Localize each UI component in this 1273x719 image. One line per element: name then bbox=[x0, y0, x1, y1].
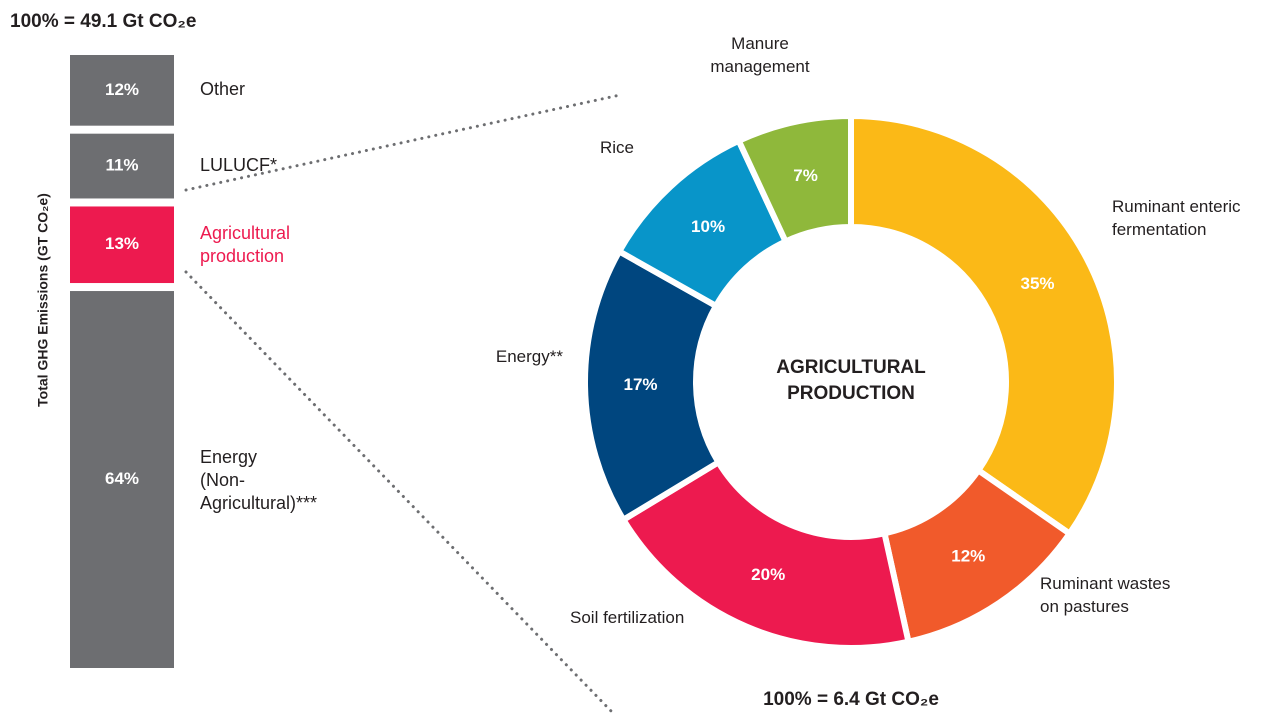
data-label: 11% bbox=[105, 156, 138, 175]
pie-title: 100% = 6.4 Gt CO₂e bbox=[763, 689, 939, 710]
data-label: 12% bbox=[105, 80, 139, 99]
center-label: AGRICULTURAL PRODUCTION bbox=[776, 357, 926, 404]
donut-slice bbox=[619, 458, 913, 651]
data-label: 10% bbox=[691, 217, 725, 236]
slice-label: Rice bbox=[600, 138, 635, 157]
slice-label: Energy** bbox=[495, 347, 563, 366]
legend-label: Agricultural production bbox=[200, 222, 291, 266]
bar-segment bbox=[70, 206, 174, 284]
data-label: 20% bbox=[751, 565, 785, 584]
data-label: 35% bbox=[1020, 274, 1054, 293]
legend-label: Other bbox=[200, 79, 246, 100]
data-label: 12% bbox=[951, 546, 985, 565]
data-label: 13% bbox=[105, 234, 139, 253]
bar-title: 100% = 49.1 Gt CO₂e bbox=[10, 11, 196, 32]
donut-slice bbox=[582, 247, 723, 524]
y-axis-label: Total GHG Emissions (GT CO₂e) bbox=[35, 193, 51, 407]
slice-label: Ruminant enteric fermentation bbox=[1112, 197, 1241, 239]
donut-slice bbox=[734, 112, 854, 246]
legend-label: Energy (Non-Agricultural)*** bbox=[200, 446, 318, 513]
bar-segment bbox=[70, 291, 174, 668]
data-label: 64% bbox=[105, 469, 139, 488]
slice-label: Manure management bbox=[710, 34, 810, 76]
slice-label: Soil fertilization bbox=[570, 608, 685, 627]
connector-line bbox=[184, 93, 622, 192]
data-label: 17% bbox=[624, 375, 658, 394]
bar-segment bbox=[70, 55, 174, 126]
data-label: 7% bbox=[793, 166, 818, 185]
slice-label: Ruminant wastes on pastures bbox=[1040, 574, 1171, 616]
legend-label: LULUCF* bbox=[200, 155, 278, 176]
connector-line bbox=[184, 270, 614, 714]
donut-slice bbox=[848, 112, 1120, 538]
bar-segment bbox=[70, 133, 174, 199]
